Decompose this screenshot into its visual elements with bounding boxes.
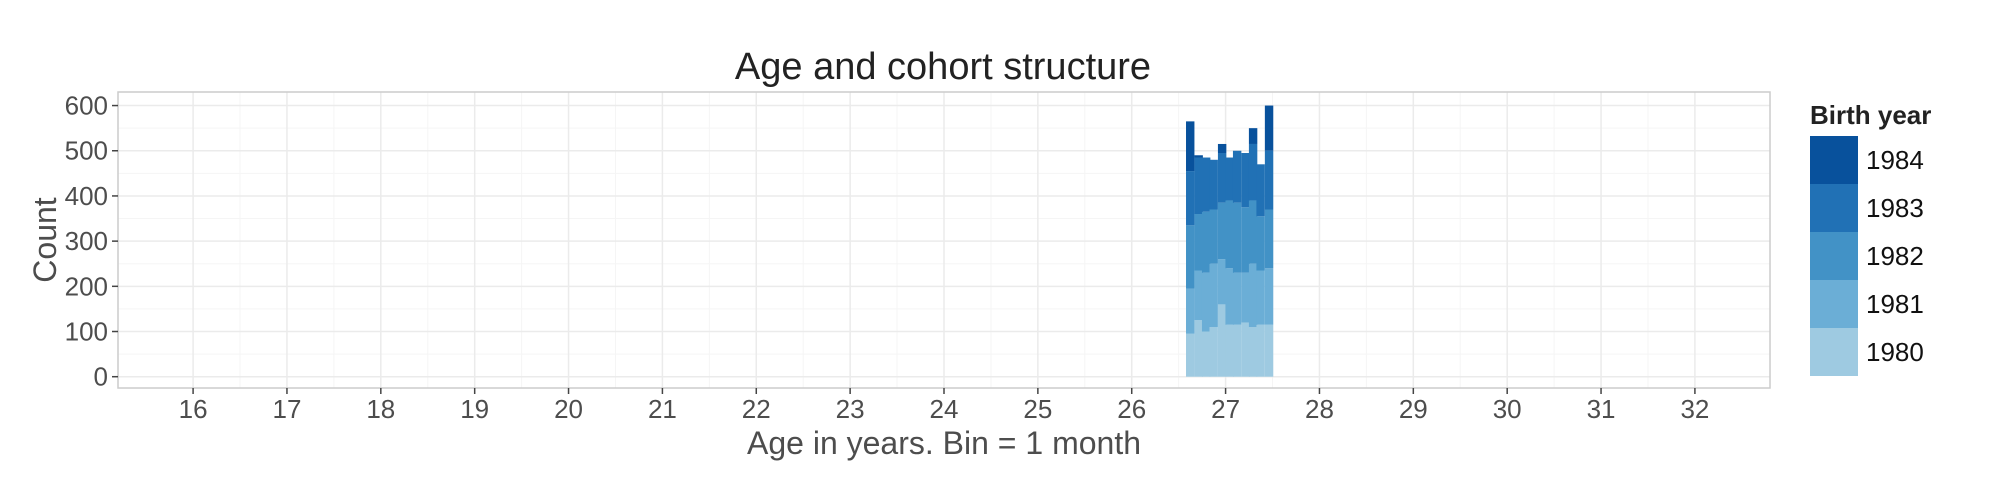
x-tick-label: 23 xyxy=(836,394,865,424)
bar-segment-1981 xyxy=(1209,263,1218,327)
y-tick-label: 0 xyxy=(94,362,108,392)
bar-segment-1980 xyxy=(1225,324,1234,377)
bar-segment-1980 xyxy=(1201,331,1211,377)
histogram-bars xyxy=(1186,105,1274,377)
x-tick-label: 19 xyxy=(460,394,489,424)
bar-segment-1981 xyxy=(1264,268,1274,325)
x-tick-label: 28 xyxy=(1305,394,1334,424)
x-tick-label: 21 xyxy=(648,394,677,424)
bar-segment-1982 xyxy=(1225,200,1234,269)
legend-key-1981 xyxy=(1810,280,1858,328)
legend-label-1982: 1982 xyxy=(1866,241,1924,271)
bar-segment-1980 xyxy=(1217,304,1227,377)
legend-label-1980: 1980 xyxy=(1866,337,1924,367)
legend-label-1981: 1981 xyxy=(1866,289,1924,319)
x-tick-label: 18 xyxy=(366,394,395,424)
legend-key-1980 xyxy=(1810,328,1858,376)
legend-key-1983 xyxy=(1810,184,1858,232)
bar-segment-1982 xyxy=(1201,211,1211,273)
y-tick-label: 500 xyxy=(65,136,108,166)
legend-label-1983: 1983 xyxy=(1866,193,1924,223)
bar-segment-1983 xyxy=(1186,171,1195,226)
bar-segment-1982 xyxy=(1241,207,1250,273)
bar-segment-1983 xyxy=(1209,159,1218,210)
bar-segment-1984 xyxy=(1186,121,1195,172)
y-tick-label: 200 xyxy=(65,271,108,301)
x-tick-label: 30 xyxy=(1493,394,1522,424)
x-tick-label: 22 xyxy=(742,394,771,424)
bar-segment-1983 xyxy=(1225,157,1234,201)
chart-title: Age and cohort structure xyxy=(735,46,1151,88)
x-axis-ticks: 16 17 18 19 20 21 22 23 24 25 26 27 28 29 30 31 32 xyxy=(179,388,1709,424)
bar-segment-1982 xyxy=(1186,225,1195,289)
x-axis-title: Age in years. Bin = 1 month xyxy=(747,425,1141,461)
x-tick-label: 31 xyxy=(1587,394,1616,424)
x-tick-label: 24 xyxy=(930,394,959,424)
bar-segment-1983 xyxy=(1241,153,1250,208)
bar-segment-1982 xyxy=(1217,202,1227,260)
legend-key-1984 xyxy=(1810,136,1858,184)
bar-segment-1981 xyxy=(1194,270,1203,321)
bar-segment-1981 xyxy=(1232,272,1242,325)
legend-title: Birth year xyxy=(1810,100,1931,130)
bar-segment-1981 xyxy=(1241,272,1250,323)
bar-segment-1980 xyxy=(1209,326,1218,377)
x-tick-label: 29 xyxy=(1399,394,1428,424)
y-tick-label: 600 xyxy=(65,91,108,121)
bar-segment-1983 xyxy=(1264,150,1274,210)
legend-label-1984: 1984 xyxy=(1866,145,1924,175)
bar-segment-1981 xyxy=(1217,259,1227,305)
bar-segment-1982 xyxy=(1256,216,1265,271)
bar-segment-1980 xyxy=(1194,320,1203,377)
bar-segment-1983 xyxy=(1256,164,1265,217)
bar-segment-1981 xyxy=(1186,288,1195,334)
y-axis-title: Count xyxy=(27,197,63,283)
x-tick-label: 27 xyxy=(1211,394,1240,424)
x-tick-label: 32 xyxy=(1680,394,1709,424)
bar-segment-1982 xyxy=(1232,202,1242,273)
bar-segment-1981 xyxy=(1225,268,1234,325)
bar-segment-1984 xyxy=(1264,105,1274,151)
bar-segment-1980 xyxy=(1241,322,1250,377)
bar-segment-1981 xyxy=(1248,263,1258,327)
bar-segment-1983 xyxy=(1232,150,1242,203)
bar-segment-1984 xyxy=(1248,128,1258,144)
x-tick-label: 16 xyxy=(179,394,208,424)
bar-segment-1983 xyxy=(1217,153,1227,203)
legend: Birth year 1984 1983 1982 1981 1980 xyxy=(1810,100,1931,376)
bar-segment-1980 xyxy=(1256,324,1265,377)
legend-items: 1984 1983 1982 1981 1980 xyxy=(1810,136,1924,376)
bar-segment-1980 xyxy=(1248,326,1258,377)
x-tick-label: 17 xyxy=(272,394,301,424)
x-tick-label: 20 xyxy=(554,394,583,424)
y-tick-label: 300 xyxy=(65,226,108,256)
bar-segment-1982 xyxy=(1194,214,1203,271)
bar-segment-1984 xyxy=(1217,143,1227,154)
bar-segment-1981 xyxy=(1201,272,1211,332)
bar-segment-1982 xyxy=(1209,209,1218,264)
bar-segment-1983 xyxy=(1248,143,1258,201)
bar-segment-1983 xyxy=(1194,157,1203,215)
x-tick-label: 26 xyxy=(1117,394,1146,424)
y-axis-ticks: 0 100 200 300 400 500 600 xyxy=(65,91,118,392)
legend-key-1982 xyxy=(1810,232,1858,280)
bar-segment-1982 xyxy=(1248,200,1258,264)
bar-segment-1981 xyxy=(1256,270,1265,325)
grid-lines xyxy=(118,92,1770,388)
x-tick-label: 25 xyxy=(1023,394,1052,424)
y-tick-label: 100 xyxy=(65,317,108,347)
bar-segment-1982 xyxy=(1264,209,1274,269)
bar-segment-1983 xyxy=(1201,157,1211,212)
bar-segment-1980 xyxy=(1264,324,1274,377)
bar-segment-1984 xyxy=(1194,155,1203,158)
bar-segment-1980 xyxy=(1186,333,1195,377)
y-tick-label: 400 xyxy=(65,181,108,211)
bar-segment-1980 xyxy=(1232,324,1242,377)
